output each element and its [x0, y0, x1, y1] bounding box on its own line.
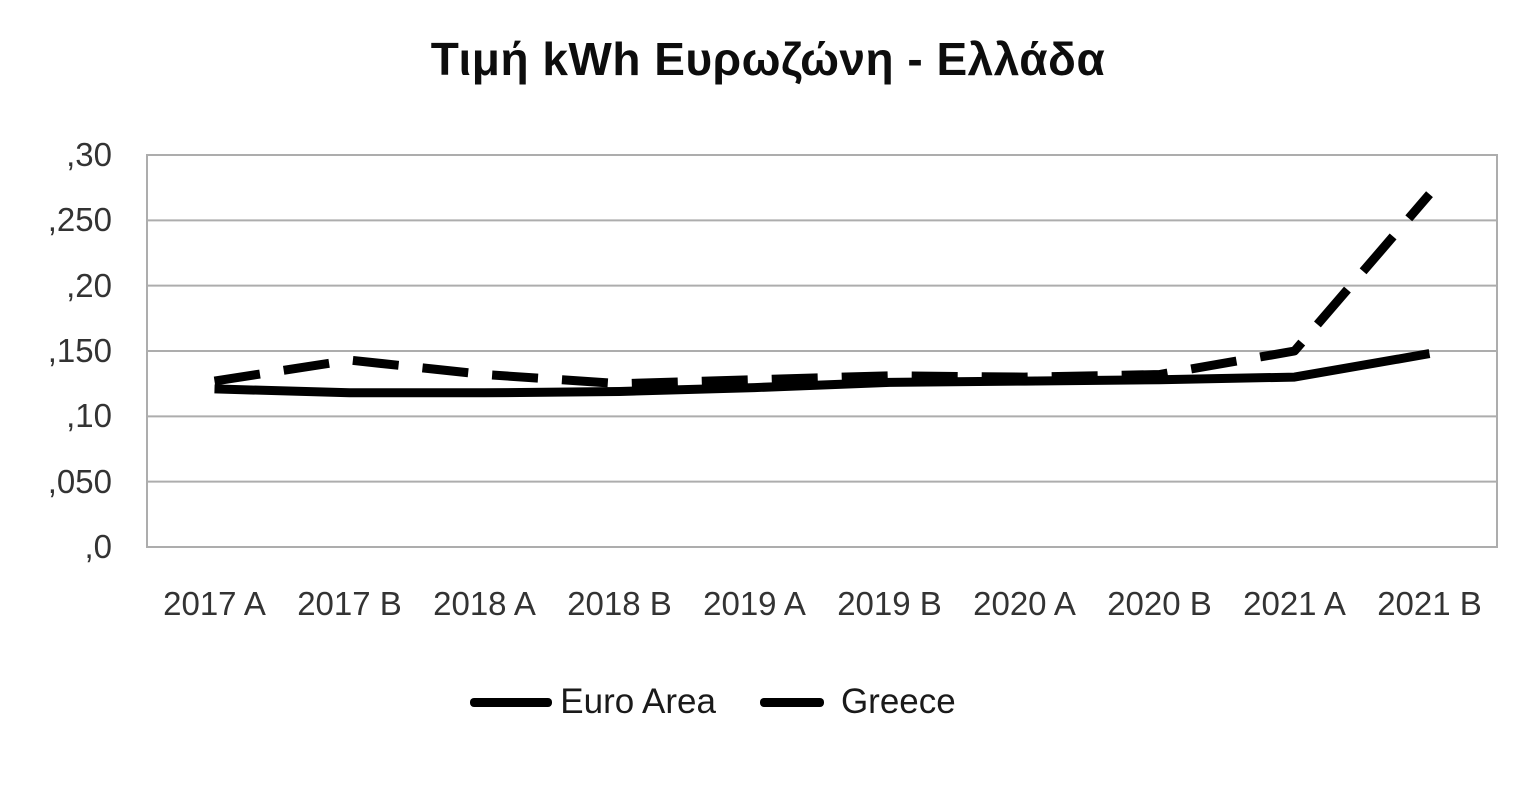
y-tick-label: ,20 — [66, 266, 112, 304]
series-line-euro-area — [214, 349, 1431, 398]
x-tick-label: 2017 A — [163, 585, 266, 622]
plot-area — [146, 154, 1498, 548]
x-tick-label: 2021 A — [1243, 585, 1346, 622]
legend: Euro Area Greece — [0, 682, 1481, 722]
y-tick-label: ,150 — [47, 332, 112, 369]
x-tick-label: 2017 B — [297, 585, 402, 622]
x-tick-label: 2019 A — [703, 585, 806, 622]
x-tick-label: 2019 B — [837, 585, 942, 622]
y-tick-label: ,10 — [66, 397, 112, 435]
legend-label-euro-area: Euro Area — [560, 682, 716, 721]
plot-border — [146, 154, 1498, 548]
euro-area-solid-line-swatch — [470, 697, 553, 707]
x-tick-label: 2018 A — [433, 585, 536, 622]
x-tick-label: 2020 A — [973, 585, 1076, 622]
legend-label-greece: Greece — [840, 682, 956, 721]
y-tick-label: ,050 — [47, 462, 112, 500]
x-tick-label: 2020 B — [1107, 585, 1212, 622]
y-tick-label: ,250 — [47, 201, 112, 239]
y-tick-label: ,30 — [66, 136, 112, 173]
greece-dashed-line-swatch — [759, 697, 824, 707]
legend-item-greece: Greece — [759, 682, 956, 722]
chart-title: Τιμή kWh Ευρωζώνη - Ελλάδα — [430, 33, 1106, 85]
x-tick-label: 2021 B — [1377, 585, 1482, 622]
x-tick-label: 2018 B — [567, 585, 672, 622]
legend-item-euro-area: Euro Area — [470, 682, 716, 722]
series-line-greece — [213, 191, 1433, 389]
y-tick-label: ,0 — [84, 528, 112, 565]
